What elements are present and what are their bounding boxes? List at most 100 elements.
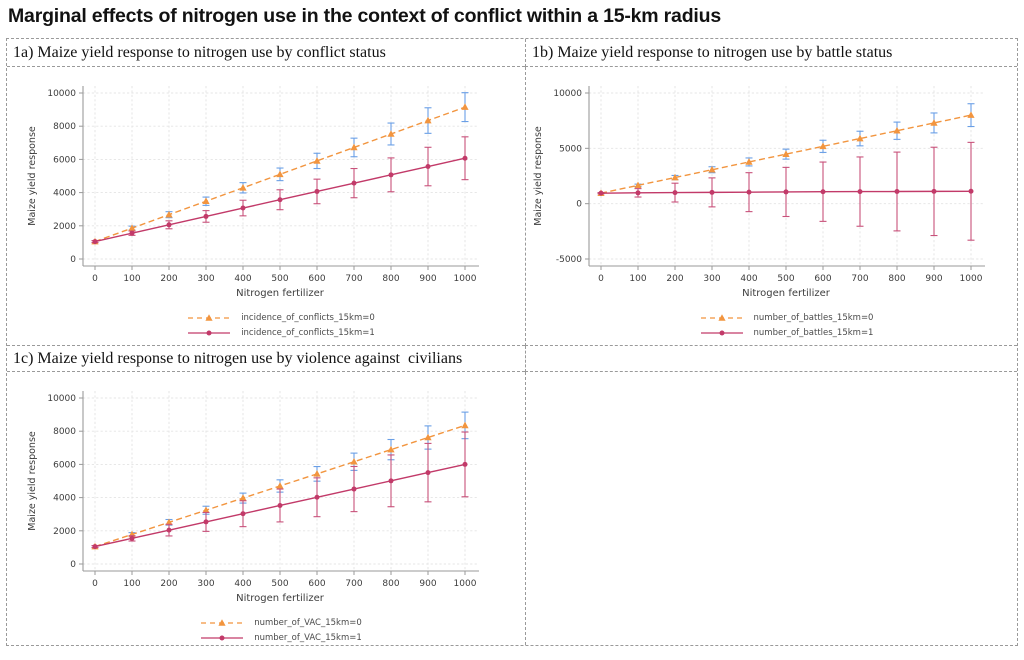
series-1 [91,431,469,550]
svg-text:6000: 6000 [53,460,76,470]
svg-text:0: 0 [598,274,604,284]
svg-text:100: 100 [123,579,140,589]
legend-1b: number_of_battles_15km=0 number_of_battl… [700,313,874,338]
svg-text:10000: 10000 [553,89,582,99]
series-1 [91,136,469,245]
chart-1a: 0 2000 4000 6000 8000 10000 0 100 200 300 400 500 60… [27,86,479,299]
legend-label: number_of_battles_15km=1 [753,328,874,338]
svg-text:0: 0 [576,200,582,210]
svg-text:400: 400 [234,579,251,589]
legend-item: incidence_of_conflicts_15km=0 [187,313,375,323]
legend-item: number_of_VAC_15km=0 [200,618,362,628]
svg-text:500: 500 [271,274,288,284]
legend-item: number_of_VAC_15km=1 [200,633,362,643]
svg-text:10000: 10000 [47,89,76,99]
svg-text:1000: 1000 [959,274,982,284]
empty-chart-cell [525,372,1017,645]
gridlines [83,391,479,571]
svg-text:500: 500 [271,579,288,589]
panel-1c-chart-cell: 0 2000 4000 6000 8000 10000 0 100 200 300 400 500 60… [7,372,525,645]
chart-1b: -5000 0 5000 10000 0 100 200 300 400 500 600 700 800… [533,86,985,299]
svg-text:1000: 1000 [454,274,477,284]
svg-text:100: 100 [123,274,140,284]
legend-label: number_of_VAC_15km=1 [254,633,362,643]
series-0 [596,103,975,196]
y-axis-label: Maize yield response [27,126,38,226]
svg-text:0: 0 [70,255,76,265]
svg-text:8000: 8000 [53,427,76,437]
svg-text:700: 700 [851,274,868,284]
y-axis-label: Maize yield response [533,126,544,226]
svg-text:300: 300 [197,274,214,284]
legend-marker-solid-circle [201,635,244,641]
legend-item: incidence_of_conflicts_15km=1 [187,328,375,338]
series-1 [597,141,974,241]
legend-1a: incidence_of_conflicts_15km=0 incidence_… [187,313,375,338]
series-0 [91,92,469,245]
svg-text:6000: 6000 [53,155,76,165]
svg-text:800: 800 [382,274,399,284]
svg-text:200: 200 [160,579,177,589]
panel-1a-chart-cell: 0 2000 4000 6000 8000 10000 0 100 200 300 400 500 60… [7,67,525,346]
panel-1b-chart-cell: -5000 0 5000 10000 0 100 200 300 400 500 600 700 800… [525,67,1017,346]
legend-marker-dashed-triangle [188,314,231,321]
x-axis-label: Nitrogen fertilizer [742,288,831,299]
svg-text:8000: 8000 [53,122,76,132]
legend-label: number_of_VAC_15km=0 [254,618,362,628]
legend-label: incidence_of_conflicts_15km=0 [241,313,375,323]
svg-text:400: 400 [234,274,251,284]
axes: 0 2000 4000 6000 8000 10000 0 100 200 300 400 500 60… [47,86,479,284]
svg-text:200: 200 [160,274,177,284]
svg-text:200: 200 [666,274,683,284]
panel-1b-title: 1b) Maize yield response to nitrogen use… [525,39,1017,67]
legend-item: number_of_battles_15km=1 [700,328,874,338]
svg-text:0: 0 [92,274,98,284]
figure-table: 1a) Maize yield response to nitrogen use… [6,38,1018,646]
svg-text:100: 100 [629,274,646,284]
svg-text:600: 600 [814,274,831,284]
svg-text:800: 800 [888,274,905,284]
legend-label: incidence_of_conflicts_15km=1 [241,328,375,338]
legend-marker-solid-circle [700,330,743,336]
axes: -5000 0 5000 10000 0 100 200 300 400 500 600 700 800… [553,86,985,284]
svg-text:1000: 1000 [454,579,477,589]
svg-text:700: 700 [345,579,362,589]
legend-1c: number_of_VAC_15km=0 number_of_VAC_15km=… [200,618,362,643]
svg-text:900: 900 [419,274,436,284]
svg-text:-5000: -5000 [555,255,581,265]
x-axis-label: Nitrogen fertilizer [236,288,325,299]
svg-text:2000: 2000 [53,222,76,232]
svg-text:600: 600 [308,274,325,284]
svg-text:4000: 4000 [53,189,76,199]
panel-1c-title: 1c) Maize yield response to nitrogen use… [7,346,525,372]
empty-title-cell [525,346,1017,372]
svg-text:800: 800 [382,579,399,589]
svg-text:300: 300 [197,579,214,589]
svg-text:600: 600 [308,579,325,589]
svg-text:400: 400 [740,274,757,284]
svg-text:300: 300 [703,274,720,284]
legend-marker-dashed-triangle [700,314,743,321]
legend-item: number_of_battles_15km=0 [700,313,874,323]
legend-marker-dashed-triangle [201,619,244,626]
y-axis-label: Maize yield response [27,431,38,531]
x-axis-label: Nitrogen fertilizer [236,593,325,604]
svg-text:4000: 4000 [53,494,76,504]
svg-text:10000: 10000 [47,394,76,404]
svg-text:900: 900 [925,274,942,284]
gridlines [588,86,985,266]
panel-1a-title: 1a) Maize yield response to nitrogen use… [7,39,525,67]
svg-text:0: 0 [92,579,98,589]
svg-text:500: 500 [777,274,794,284]
svg-text:2000: 2000 [53,527,76,537]
figure-main-title: Marginal effects of nitrogen use in the … [8,5,721,27]
legend-label: number_of_battles_15km=0 [753,313,874,323]
svg-text:900: 900 [419,579,436,589]
svg-text:0: 0 [70,560,76,570]
axes: 0 2000 4000 6000 8000 10000 0 100 200 300 400 500 60… [47,391,479,589]
svg-text:5000: 5000 [559,144,582,154]
svg-text:700: 700 [345,274,362,284]
legend-marker-solid-circle [188,330,231,336]
chart-1c: 0 2000 4000 6000 8000 10000 0 100 200 300 400 500 60… [27,391,479,604]
